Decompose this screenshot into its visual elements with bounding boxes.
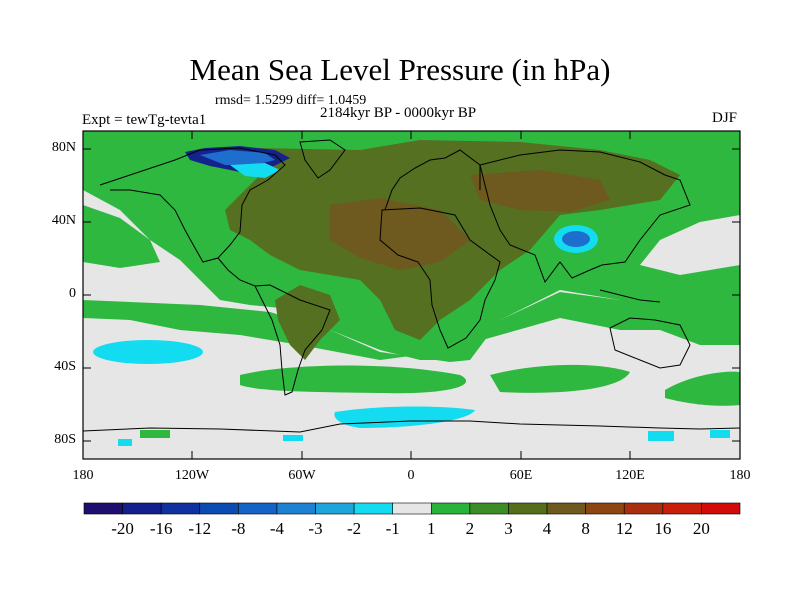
colorbar-label: 12 xyxy=(615,519,633,538)
green-region-south xyxy=(83,292,740,362)
cyan-patch-2 xyxy=(283,435,303,441)
colorbar-swatch xyxy=(585,502,625,515)
colorbar-swatch xyxy=(315,502,355,515)
colorbar-swatch xyxy=(662,502,702,515)
colorbar-label: 8 xyxy=(581,519,590,538)
cyan-region-canada xyxy=(230,163,280,178)
colorbar-label: 3 xyxy=(504,519,513,538)
colorbar-swatch xyxy=(623,502,664,515)
x-tick-label: 180 xyxy=(729,468,751,483)
map-plot-area xyxy=(83,131,740,459)
colorbar-swatch xyxy=(392,502,432,515)
map-title: Mean Sea Level Pressure (in hPa) xyxy=(189,52,611,87)
colorbar-swatch xyxy=(199,502,239,515)
x-tick-label: 180 xyxy=(72,468,94,483)
cyan-patch-4 xyxy=(710,430,730,438)
colorbar-swatch xyxy=(83,502,123,515)
x-tick-label: 60W xyxy=(288,468,316,483)
colorbar-label: -2 xyxy=(347,519,362,538)
experiment-label: Expt = tewTg-tevta1 xyxy=(82,112,207,128)
period-label: 2184kyr BP - 0000kyr BP xyxy=(320,105,477,121)
coast-europe xyxy=(384,149,481,211)
colorbar-label: 4 xyxy=(542,519,552,538)
colorbar xyxy=(83,502,741,515)
coast-indonesia xyxy=(599,289,661,303)
stats-text: rmsd= 1.5299 diff= 1.0459 xyxy=(215,93,367,108)
colorbar-label: 2 xyxy=(465,519,475,538)
coast-south-america xyxy=(254,284,331,396)
green-region-south-pacific xyxy=(665,371,740,406)
colorbar-label: -3 xyxy=(308,519,323,538)
green-patch-1 xyxy=(140,430,170,438)
cyan-patch-1 xyxy=(118,439,132,446)
x-tick-label: 0 xyxy=(407,468,415,483)
cyan-region-south-pacific xyxy=(93,340,203,364)
y-tick-label: 80N xyxy=(51,140,76,155)
axis-ticks xyxy=(83,131,740,459)
colorbar-swatch xyxy=(508,502,548,515)
brown-region-sahara xyxy=(330,198,470,270)
coast-greenland xyxy=(299,139,346,179)
cyan-patch-3 xyxy=(648,431,674,441)
colorbar-label: -8 xyxy=(231,519,246,538)
season-label: DJF xyxy=(712,110,738,126)
colorbar-swatch xyxy=(353,502,394,515)
coast-africa xyxy=(379,207,501,349)
green-region-pacific xyxy=(83,205,160,268)
colorbar-swatch xyxy=(122,502,162,515)
y-tick-label: 80S xyxy=(54,432,76,447)
x-tick-label: 60E xyxy=(509,468,533,483)
coastlines xyxy=(83,139,740,433)
x-tick-label: 120W xyxy=(174,468,210,483)
colorbar-label: -4 xyxy=(269,519,285,538)
coast-asia xyxy=(479,149,691,284)
colorbar-label: -12 xyxy=(188,519,212,538)
colorbar-label: 16 xyxy=(654,519,672,538)
coast-central-america xyxy=(217,257,256,287)
y-tick-label: 40N xyxy=(51,213,76,228)
colorbar-label: -16 xyxy=(149,519,173,538)
colorbar-swatch xyxy=(546,502,586,515)
coast-australia xyxy=(609,317,691,369)
colorbar-swatch xyxy=(276,502,316,515)
x-tick-label: 120E xyxy=(615,468,645,483)
coast-north-america xyxy=(99,147,286,263)
colorbar-swatch xyxy=(238,502,278,515)
green-region-southern-ocean xyxy=(240,365,467,394)
blue-region-canada xyxy=(200,150,275,165)
green-region-indian-ocean xyxy=(490,364,630,393)
brown-region-siberia xyxy=(470,170,610,212)
blue-region-tibet xyxy=(562,231,590,247)
colorbar-swatch xyxy=(430,502,471,515)
olive-region-south-america xyxy=(275,285,340,360)
colorbar-swatch xyxy=(469,502,509,515)
colorbar-label: 20 xyxy=(692,519,710,538)
colorbar-label: -20 xyxy=(111,519,134,538)
colorbar-label: 1 xyxy=(427,519,436,538)
y-tick-label: 40S xyxy=(54,359,76,374)
colorbar-swatch xyxy=(701,502,741,515)
y-tick-label: 0 xyxy=(69,286,76,301)
colorbar-label: -1 xyxy=(385,519,400,538)
colorbar-swatch xyxy=(160,502,201,515)
coast-antarctica xyxy=(83,420,740,433)
